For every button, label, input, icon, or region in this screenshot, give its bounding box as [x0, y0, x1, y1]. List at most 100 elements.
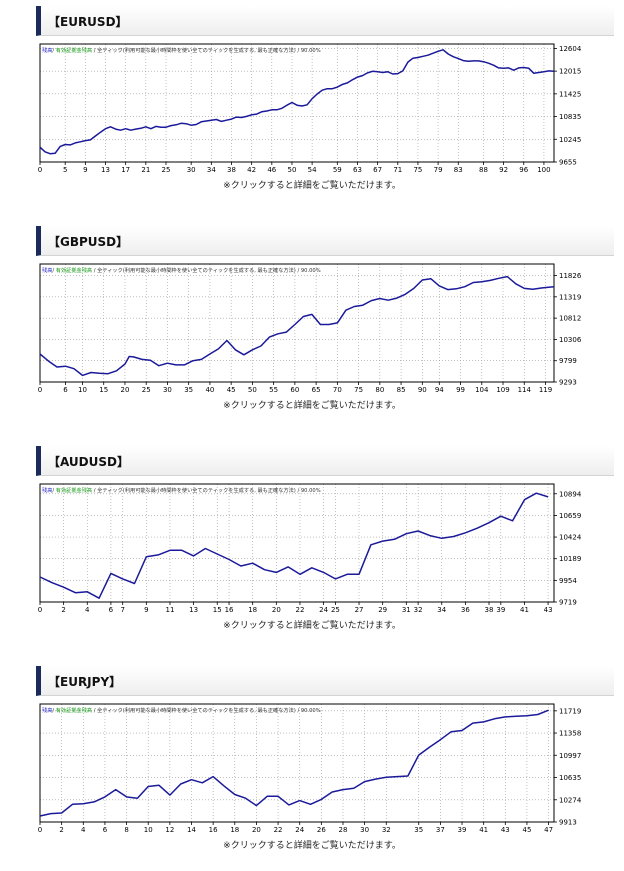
- x-tick-label: 18: [230, 826, 239, 834]
- x-tick-label: 31: [402, 606, 411, 614]
- legend-entry: 有効証拠金残高: [56, 486, 92, 494]
- x-tick-label: 30: [360, 826, 369, 834]
- y-tick-label: 10835: [559, 113, 581, 121]
- x-tick-label: 28: [339, 826, 348, 834]
- chart-section-eurusd: 【EURUSD】 残高/ 有効証拠金残高 / 全ティック(利用可能な最小時間枠を…: [0, 6, 624, 211]
- x-tick-label: 10: [78, 386, 87, 394]
- x-tick-label: 60: [290, 386, 299, 394]
- y-tick-label: 10274: [559, 796, 582, 804]
- y-tick-label: 9655: [559, 159, 577, 167]
- x-tick-label: 75: [413, 166, 422, 174]
- section-header: 【EURJPY】: [36, 666, 614, 696]
- x-tick-label: 38: [485, 606, 494, 614]
- x-tick-label: 104: [475, 386, 489, 394]
- x-tick-label: 25: [142, 386, 151, 394]
- legend-entry: /: [52, 708, 55, 714]
- x-tick-label: 15: [99, 386, 108, 394]
- x-tick-label: 43: [544, 606, 553, 614]
- x-tick-label: 92: [499, 166, 508, 174]
- section-title: 【AUDUSD】: [48, 455, 129, 469]
- legend-entry: 残高: [42, 706, 52, 714]
- x-tick-label: 114: [518, 386, 532, 394]
- chart-gbpusd[interactable]: 残高/ 有効証拠金残高 / 全ティック(利用可能な最小時間枠を使い全てのティック…: [36, 262, 586, 394]
- series-line: [39, 49, 555, 155]
- y-tick-label: 10635: [559, 774, 581, 782]
- y-tick-label: 10424: [559, 534, 582, 542]
- chart-eurjpy[interactable]: 残高/ 有効証拠金残高 / 全ティック(利用可能な最小時間枠を使い全てのティック…: [36, 702, 586, 834]
- x-tick-label: 4: [81, 826, 86, 834]
- legend-entry: 有効証拠金残高: [56, 706, 92, 714]
- chart-section-audusd: 【AUDUSD】 残高/ 有効証拠金残高 / 全ティック(利用可能な最小時間枠を…: [0, 446, 624, 651]
- x-tick-label: 14: [187, 826, 196, 834]
- x-tick-label: 0: [38, 606, 42, 614]
- y-tick-label: 12604: [559, 45, 582, 53]
- x-tick-label: 16: [209, 826, 218, 834]
- x-tick-label: 25: [162, 166, 171, 174]
- y-tick-label: 9293: [559, 379, 577, 387]
- x-tick-label: 37: [436, 826, 445, 834]
- x-tick-label: 54: [308, 166, 317, 174]
- x-tick-label: 88: [479, 166, 488, 174]
- x-tick-label: 46: [267, 166, 276, 174]
- x-tick-label: 34: [207, 166, 216, 174]
- legend-entry: /: [52, 488, 55, 494]
- y-tick-label: 10812: [559, 315, 581, 323]
- x-tick-label: 17: [121, 166, 130, 174]
- x-tick-label: 71: [393, 166, 402, 174]
- plot-area: [40, 44, 554, 162]
- x-tick-label: 8: [124, 826, 128, 834]
- x-tick-label: 12: [165, 826, 174, 834]
- legend-entry: 残高: [42, 486, 52, 494]
- section-header: 【EURUSD】: [36, 6, 614, 36]
- x-tick-label: 80: [375, 386, 384, 394]
- x-tick-label: 21: [141, 166, 150, 174]
- x-tick-label: 63: [353, 166, 362, 174]
- x-tick-label: 59: [333, 166, 342, 174]
- y-tick-label: 9799: [559, 357, 577, 365]
- x-tick-label: 24: [319, 606, 328, 614]
- x-tick-label: 39: [496, 606, 505, 614]
- x-tick-label: 4: [85, 606, 90, 614]
- x-tick-label: 2: [61, 606, 65, 614]
- click-note: ※クリックすると詳細をご覧いただけます。: [223, 181, 401, 191]
- x-tick-label: 34: [437, 606, 446, 614]
- x-tick-label: 45: [227, 386, 236, 394]
- x-tick-label: 20: [252, 826, 261, 834]
- x-tick-label: 35: [414, 826, 423, 834]
- plot-frame: [39, 483, 555, 603]
- y-tick-label: 9913: [559, 819, 577, 827]
- x-tick-label: 41: [479, 826, 488, 834]
- x-tick-label: 29: [378, 606, 387, 614]
- y-tick-label: 10306: [559, 336, 582, 344]
- legend-entry: 残高: [42, 266, 52, 274]
- y-tick-label: 11719: [559, 707, 581, 715]
- y-tick-label: 11425: [559, 90, 581, 98]
- chart-audusd[interactable]: 残高/ 有効証拠金残高 / 全ティック(利用可能な最小時間枠を使い全てのティック…: [36, 482, 586, 614]
- x-tick-label: 100: [537, 166, 550, 174]
- x-tick-label: 13: [189, 606, 198, 614]
- y-tick-label: 10997: [559, 752, 581, 760]
- section-header: 【AUDUSD】: [36, 446, 614, 476]
- click-note: ※クリックすると詳細をご覧いただけます。: [223, 841, 401, 851]
- x-tick-label: 24: [295, 826, 304, 834]
- x-tick-label: 6: [109, 606, 114, 614]
- legend-entry: / 全ティック(利用可能な最小時間枠を使い全てのティックを生成する, 最も正確な…: [92, 46, 321, 54]
- series-line: [39, 709, 549, 817]
- x-tick-label: 16: [225, 606, 234, 614]
- x-tick-label: 67: [373, 166, 382, 174]
- legend: 残高/ 有効証拠金残高 / 全ティック(利用可能な最小時間枠を使い全てのティック…: [42, 486, 321, 494]
- y-tick-label: 11826: [559, 272, 582, 280]
- x-tick-label: 0: [38, 386, 42, 394]
- x-tick-label: 39: [458, 826, 467, 834]
- x-tick-label: 109: [496, 386, 509, 394]
- section-header: 【GBPUSD】: [36, 226, 614, 256]
- x-tick-label: 20: [272, 606, 281, 614]
- x-tick-label: 85: [397, 386, 406, 394]
- x-tick-label: 96: [519, 166, 528, 174]
- chart-eurusd[interactable]: 残高/ 有効証拠金残高 / 全ティック(利用可能な最小時間枠を使い全てのティック…: [36, 42, 586, 174]
- x-tick-label: 75: [354, 386, 363, 394]
- x-tick-label: 15: [213, 606, 222, 614]
- legend: 残高/ 有効証拠金残高 / 全ティック(利用可能な最小時間枠を使い全てのティック…: [42, 46, 321, 54]
- section-title: 【EURJPY】: [48, 675, 122, 689]
- click-note: ※クリックすると詳細をご覧いただけます。: [223, 401, 401, 411]
